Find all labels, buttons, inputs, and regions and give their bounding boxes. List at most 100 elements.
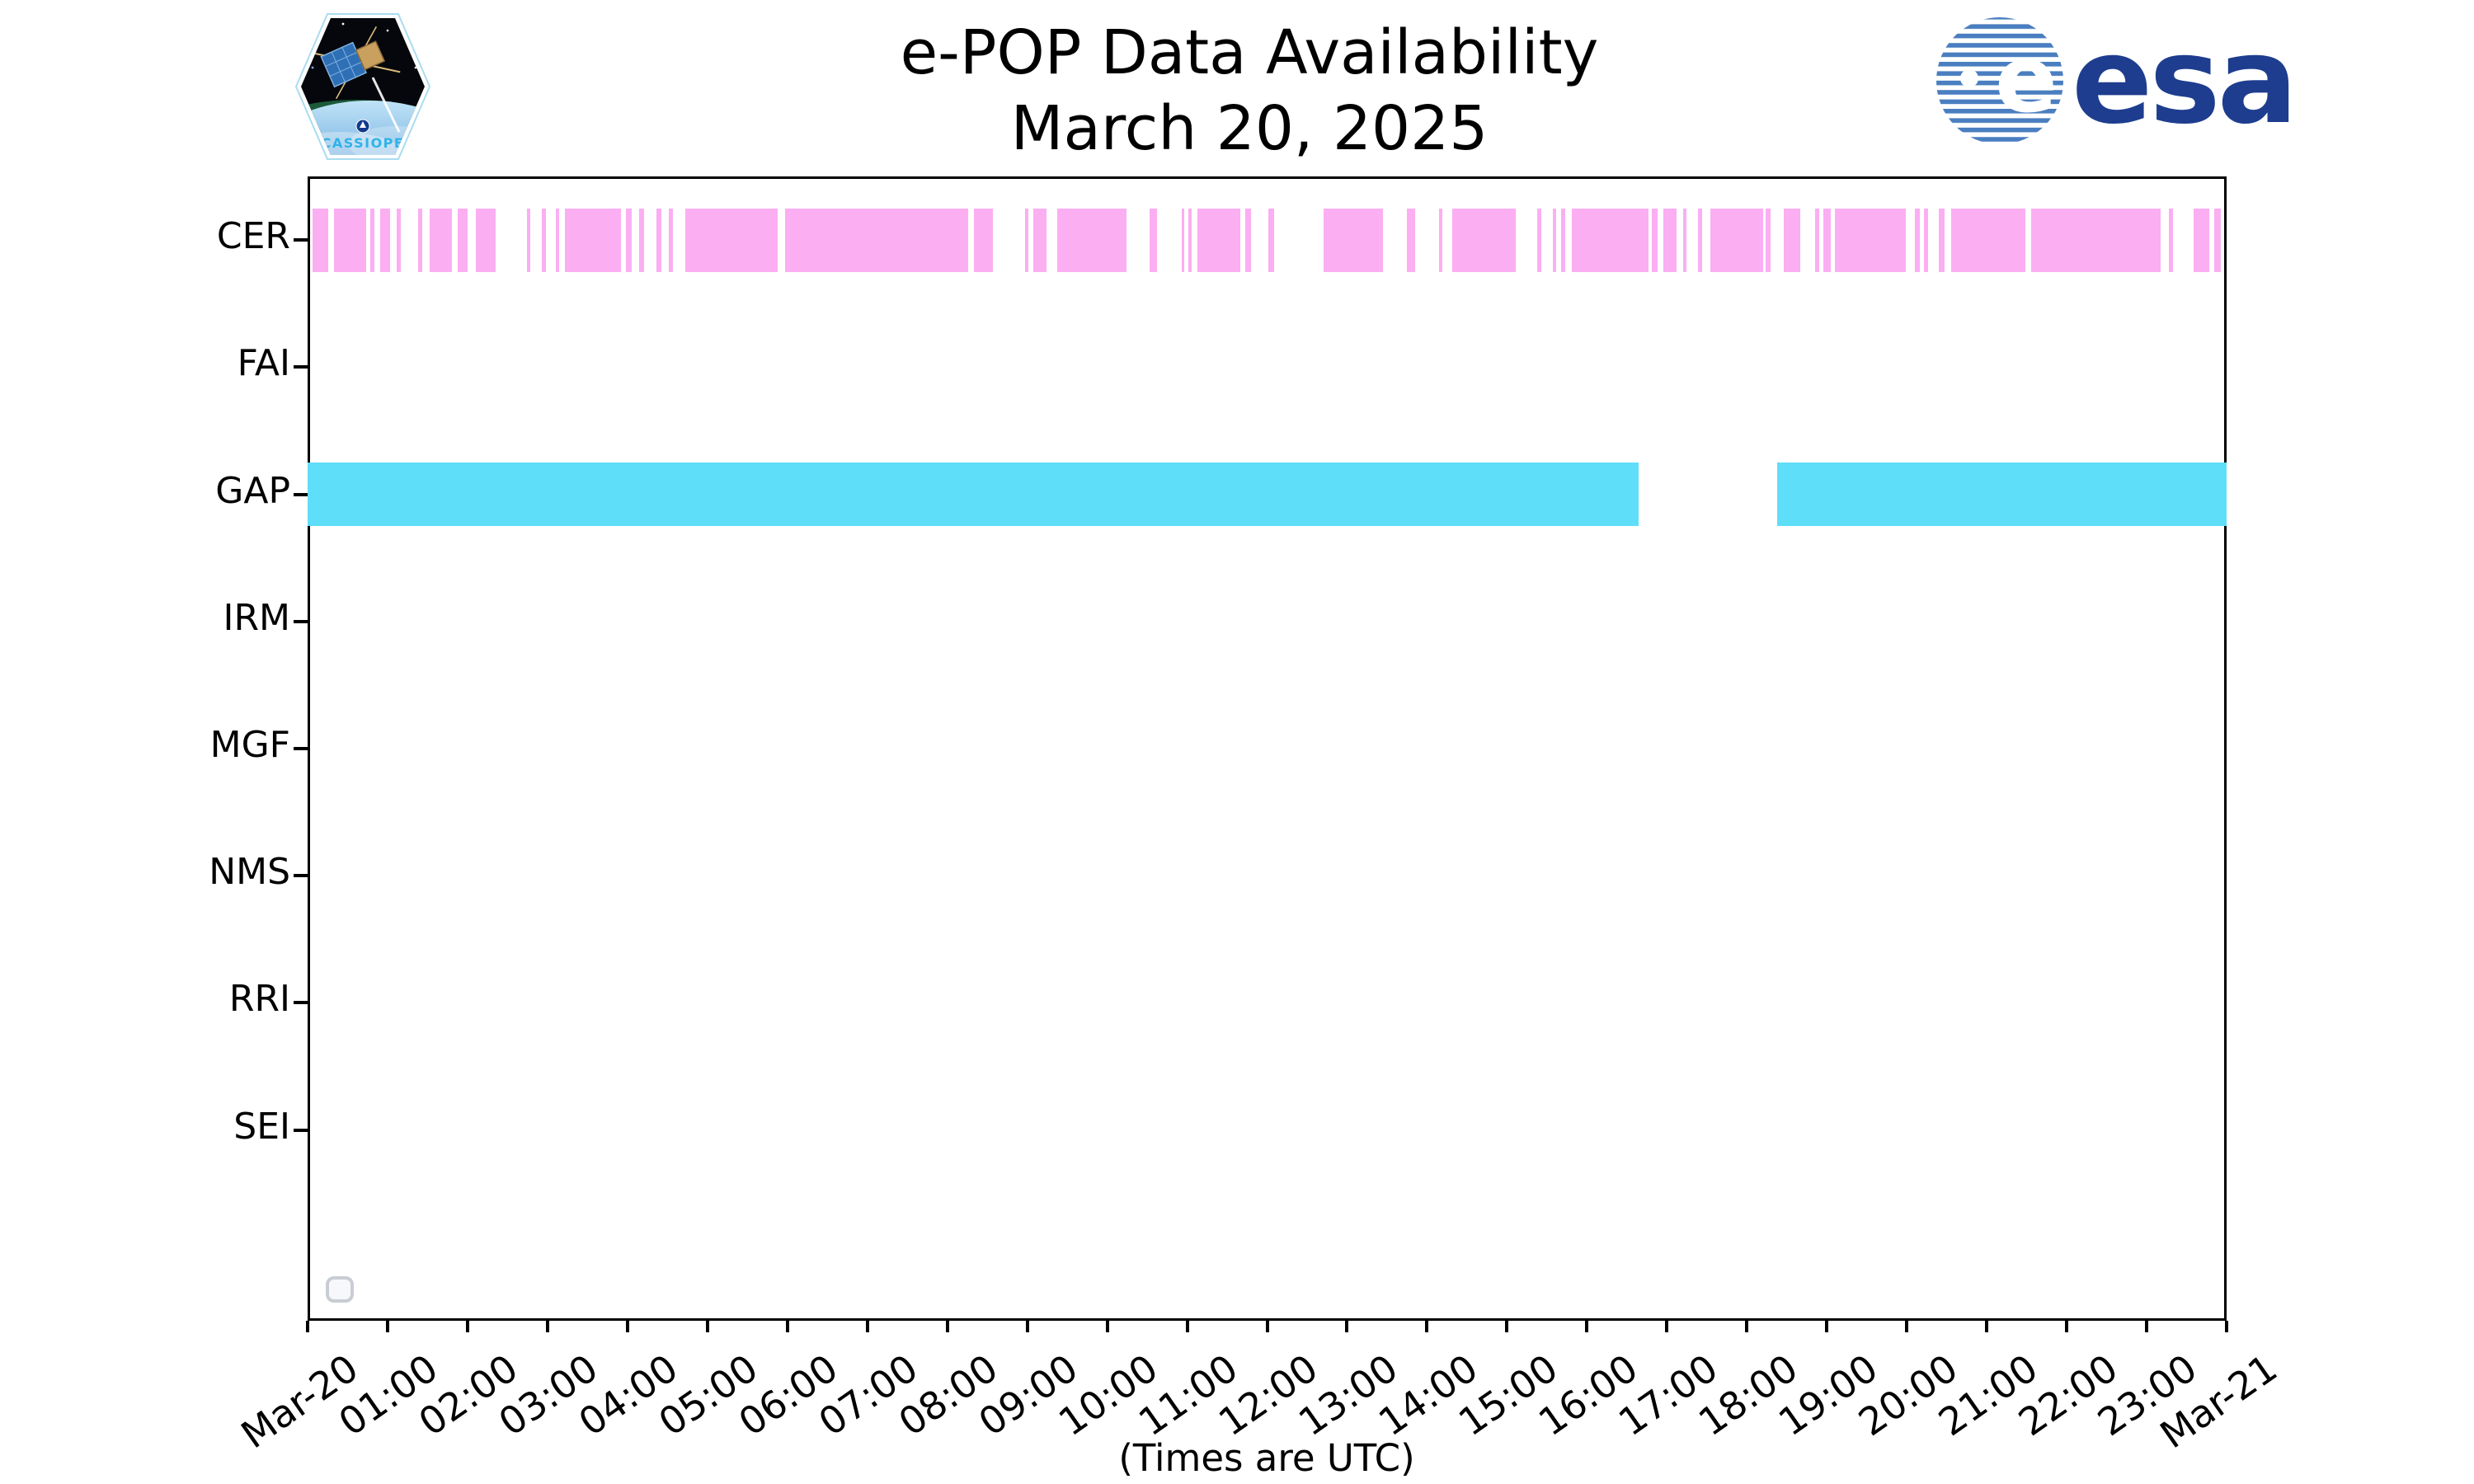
availability-bar-cer	[565, 208, 622, 272]
availability-bar-cer	[1268, 208, 1275, 272]
patch-artwork: CASSIOPE	[301, 18, 425, 155]
x-tick-mark	[545, 1321, 549, 1332]
x-tick-mark	[1905, 1321, 1909, 1332]
x-axis-label: (Times are UTC)	[1118, 1436, 1415, 1480]
x-tick-mark	[1025, 1321, 1029, 1332]
legend-box	[326, 1276, 354, 1303]
availability-bar-cer	[475, 208, 496, 272]
availability-bar-cer	[2214, 208, 2222, 272]
y-tick-mark	[294, 1128, 308, 1132]
chart-title-block: e-POP Data Availability March 20, 2025	[901, 15, 1599, 167]
availability-bar-cer	[684, 208, 778, 272]
availability-bar-cer	[2194, 208, 2209, 272]
x-tick-mark	[2225, 1321, 2228, 1332]
availability-bar-cer	[1149, 208, 1157, 272]
x-tick-mark	[2065, 1321, 2069, 1332]
availability-bar-cer	[1814, 208, 1819, 272]
y-tick-label-gap: GAP	[215, 469, 290, 512]
availability-bar-cer	[2169, 208, 2174, 272]
cassiope-mission-patch: CASSIOPE	[294, 13, 431, 160]
availability-bar-cer	[417, 208, 422, 272]
availability-bar-cer	[526, 208, 530, 272]
availability-bar-cer	[369, 208, 375, 272]
x-tick-mark	[1825, 1321, 1829, 1332]
y-tick-mark	[294, 619, 308, 623]
availability-bar-cer	[1438, 208, 1442, 272]
availability-bar-cer	[1245, 208, 1252, 272]
availability-bar-cer	[1181, 208, 1184, 272]
plot-frame	[308, 176, 2227, 1321]
x-tick-mark	[1505, 1321, 1509, 1332]
y-tick-mark	[294, 874, 308, 878]
availability-bar-cer	[458, 208, 468, 272]
x-tick-mark	[945, 1321, 949, 1332]
chart-subtitle: March 20, 2025	[1010, 93, 1489, 164]
x-tick-mark	[865, 1321, 869, 1332]
y-tick-label-sei: SEI	[233, 1105, 290, 1148]
availability-bar-cer	[2031, 208, 2161, 272]
x-tick-mark	[1185, 1321, 1189, 1332]
availability-bar-cer	[1197, 208, 1240, 272]
availability-bar-cer	[312, 208, 329, 272]
x-tick-mark	[705, 1321, 709, 1332]
y-tick-label-nms: NMS	[209, 851, 290, 894]
x-tick-mark	[1665, 1321, 1669, 1332]
cassiope-patch-label: CASSIOPE	[322, 135, 405, 151]
availability-bar-cer	[973, 208, 993, 272]
availability-bar-cer	[625, 208, 632, 272]
x-tick-mark	[1345, 1321, 1349, 1332]
y-tick-mark	[294, 1001, 308, 1005]
esa-logo-text: esa	[2072, 15, 2293, 151]
availability-bar-cer	[1710, 208, 1763, 272]
y-tick-label-mgf: MGF	[209, 724, 290, 766]
availability-bar-cer	[380, 208, 390, 272]
availability-bar-cer	[1561, 208, 1566, 272]
availability-bar-cer	[1823, 208, 1832, 272]
y-tick-label-fai: FAI	[237, 342, 290, 385]
availability-bar-cer	[430, 208, 453, 272]
availability-bar-cer	[784, 208, 968, 272]
y-tick-mark	[294, 365, 308, 369]
availability-bar-cer	[1663, 208, 1677, 272]
esa-logo: e esa	[1936, 15, 2293, 151]
availability-bar-cer	[555, 208, 560, 272]
y-tick-mark	[294, 747, 308, 750]
patch-beam	[371, 77, 401, 133]
availability-bar-cer	[1537, 208, 1542, 272]
availability-bar-cer	[1834, 208, 1907, 272]
availability-bar-cer	[1924, 208, 1929, 272]
availability-bar-gap	[1777, 463, 2227, 527]
y-tick-mark	[294, 492, 308, 496]
availability-bar-cer	[1552, 208, 1557, 272]
availability-bar-cer	[1682, 208, 1686, 272]
x-tick-mark	[1105, 1321, 1109, 1332]
availability-bar-cer	[669, 208, 674, 272]
availability-bar-cer	[1324, 208, 1384, 272]
availability-bar-cer	[1571, 208, 1649, 272]
x-tick-mark	[306, 1321, 309, 1332]
y-tick-label-irm: IRM	[223, 596, 290, 639]
x-tick-mark	[465, 1321, 469, 1332]
availability-bar-cer	[1698, 208, 1702, 272]
availability-bar-cer	[1914, 208, 1920, 272]
availability-bar-cer	[1188, 208, 1192, 272]
esa-globe-star	[1960, 69, 1978, 87]
availability-bar-cer	[1951, 208, 2025, 272]
availability-bar-gap	[308, 463, 1639, 527]
x-tick-mark	[1265, 1321, 1269, 1332]
availability-bar-cer	[1938, 208, 1945, 272]
availability-bar-cer	[542, 208, 546, 272]
x-tick-mark	[1985, 1321, 1989, 1332]
availability-bar-cer	[1765, 208, 1771, 272]
availability-bar-cer	[1452, 208, 1517, 272]
patch-satellite	[309, 26, 401, 100]
x-tick-mark	[625, 1321, 629, 1332]
availability-bar-cer	[656, 208, 661, 272]
x-tick-mark	[1425, 1321, 1429, 1332]
esa-globe: e	[1936, 17, 2063, 144]
chart-title: e-POP Data Availability	[900, 17, 1599, 88]
y-tick-label-rri: RRI	[228, 978, 290, 1021]
x-tick-mark	[1585, 1321, 1589, 1332]
y-tick-mark	[294, 238, 308, 242]
